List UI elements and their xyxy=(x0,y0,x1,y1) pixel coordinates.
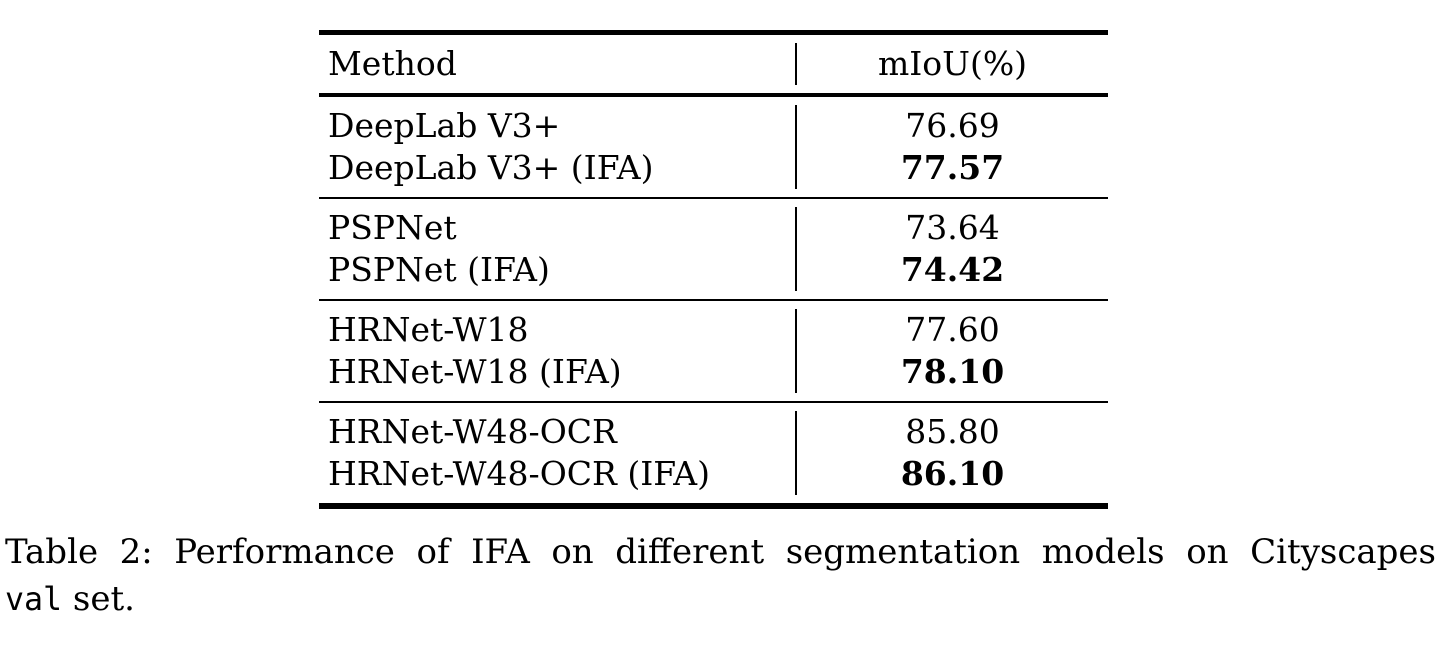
header-method-label: Method xyxy=(328,44,457,83)
method-cell: PSPNet PSPNet (IFA) xyxy=(319,207,795,291)
method-baseline: HRNet-W48-OCR xyxy=(328,412,617,451)
method-cell: HRNet-W48-OCR HRNet-W48-OCR (IFA) xyxy=(319,411,795,495)
table-group-deeplab: DeepLab V3+ DeepLab V3+ (IFA) 76.69 77.5… xyxy=(319,97,1108,199)
header-bottom-rule xyxy=(319,93,1108,97)
table-group-pspnet: PSPNet PSPNet (IFA) 73.64 74.42 xyxy=(319,199,1108,301)
table-header-row: Method mIoU(%) xyxy=(319,35,1108,93)
method-baseline: HRNet-W18 xyxy=(328,310,529,349)
header-miou-label: mIoU(%) xyxy=(795,43,1108,85)
table-figure: Method mIoU(%) DeepLab V3+ DeepLab V3+ (… xyxy=(0,30,1440,624)
miou-cell: 73.64 74.42 xyxy=(795,207,1108,291)
caption-line1: Table 2: Performance of IFA on different… xyxy=(5,532,1436,572)
table-caption: Table 2: Performance of IFA on different… xyxy=(5,529,1436,624)
miou-ifa: 86.10 xyxy=(900,454,1005,493)
method-ifa: DeepLab V3+ (IFA) xyxy=(328,148,654,187)
miou-cell: 77.60 78.10 xyxy=(795,309,1108,393)
table-group-hrnet-w18: HRNet-W18 HRNet-W18 (IFA) 77.60 78.10 xyxy=(319,301,1108,403)
miou-cell: 76.69 77.57 xyxy=(795,105,1108,189)
results-table: Method mIoU(%) DeepLab V3+ DeepLab V3+ (… xyxy=(319,30,1108,509)
miou-cell: 85.80 86.10 xyxy=(795,411,1108,495)
miou-ifa: 77.57 xyxy=(900,148,1005,187)
method-cell: HRNet-W18 HRNet-W18 (IFA) xyxy=(319,309,795,393)
method-ifa: HRNet-W18 (IFA) xyxy=(328,352,622,391)
miou-baseline: 73.64 xyxy=(905,208,1000,247)
method-ifa: HRNet-W48-OCR (IFA) xyxy=(328,454,710,493)
caption-line2: val set. xyxy=(5,576,1436,624)
method-ifa: PSPNet (IFA) xyxy=(328,250,550,289)
table-bottom-rule xyxy=(319,503,1108,509)
miou-ifa: 78.10 xyxy=(900,352,1005,391)
method-baseline: PSPNet xyxy=(328,208,457,247)
miou-baseline: 76.69 xyxy=(905,106,1000,145)
miou-baseline: 85.80 xyxy=(905,412,1000,451)
method-baseline: DeepLab V3+ xyxy=(328,106,561,145)
miou-baseline: 77.60 xyxy=(905,310,1000,349)
miou-ifa: 74.42 xyxy=(900,250,1005,289)
caption-val-code: val xyxy=(5,582,63,618)
method-cell: DeepLab V3+ DeepLab V3+ (IFA) xyxy=(319,105,795,189)
table-top-rule xyxy=(319,30,1108,35)
table-group-hrnet-w48-ocr: HRNet-W48-OCR HRNet-W48-OCR (IFA) 85.80 … xyxy=(319,403,1108,503)
paper-page: { "table": { "header": { "method": "Meth… xyxy=(0,30,1440,652)
caption-rest: set. xyxy=(72,579,135,619)
